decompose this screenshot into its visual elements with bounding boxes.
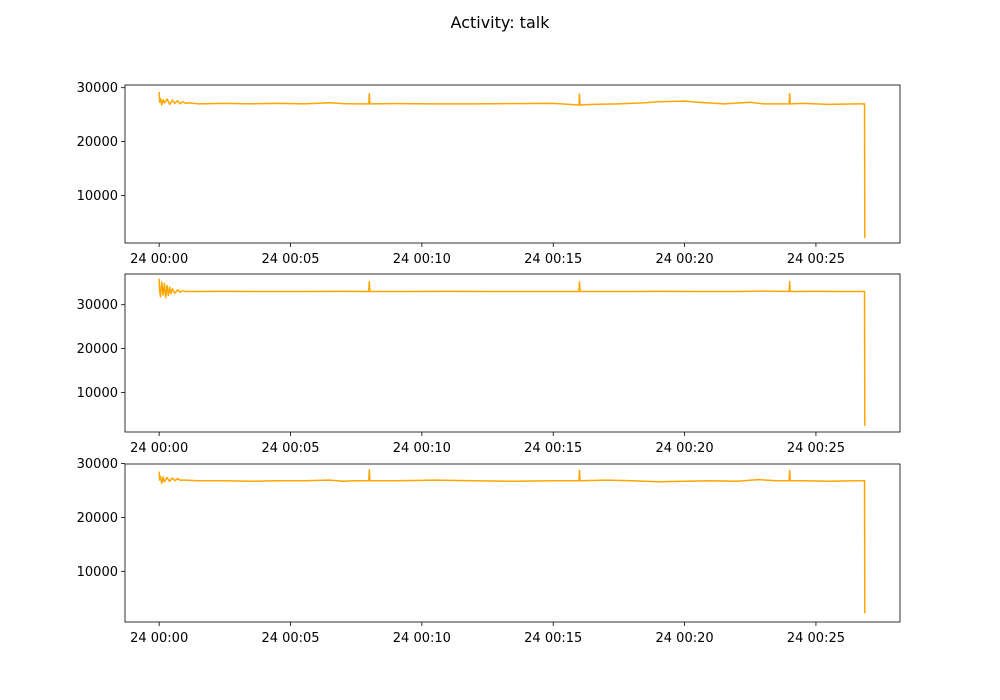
series-line xyxy=(158,469,866,614)
x-tick-label: 24 00:00 xyxy=(130,631,188,646)
subplot-3: 24 00:00 24 00:05 24 00:10 24 00:15 24 00:20… xyxy=(77,457,901,646)
x-tick-label: 24 00:10 xyxy=(393,441,451,456)
x-tick-label: 24 00:05 xyxy=(261,631,319,646)
x-tick-label: 24 00:15 xyxy=(524,441,582,456)
x-tick-label: 24 00:25 xyxy=(787,252,845,267)
figure-title: Activity: talk xyxy=(451,13,551,32)
axes-frame xyxy=(124,463,901,623)
x-tick-label: 24 00:05 xyxy=(261,441,319,456)
series-line xyxy=(158,278,866,426)
x-tick-label: 24 00:15 xyxy=(524,631,582,646)
axes-frame xyxy=(124,84,901,244)
x-tick-label: 24 00:20 xyxy=(656,252,714,267)
y-tick-label: 20000 xyxy=(77,342,118,357)
series-line xyxy=(158,91,866,239)
subplot-1: 24 00:00 24 00:05 24 00:10 24 00:15 24 00:20… xyxy=(77,81,901,267)
axes-frame xyxy=(124,273,901,433)
x-tick-label: 24 00:05 xyxy=(261,252,319,267)
y-tick-label: 30000 xyxy=(77,81,118,96)
subplot-2: 24 00:00 24 00:05 24 00:10 24 00:15 24 00:20… xyxy=(77,273,901,456)
y-tick-label: 10000 xyxy=(77,565,118,580)
x-tick-label: 24 00:25 xyxy=(787,441,845,456)
y-tick-label: 30000 xyxy=(77,457,118,472)
y-tick-label: 10000 xyxy=(77,189,118,204)
x-tick-label: 24 00:15 xyxy=(524,252,582,267)
x-tick-label: 24 00:10 xyxy=(393,252,451,267)
y-tick-label: 30000 xyxy=(77,298,118,313)
x-tick-label: 24 00:25 xyxy=(787,631,845,646)
subplots: 24 00:00 24 00:05 24 00:10 24 00:15 24 00:20… xyxy=(77,81,901,646)
y-tick-label: 20000 xyxy=(77,135,118,150)
y-tick-label: 10000 xyxy=(77,386,118,401)
x-tick-label: 24 00:00 xyxy=(130,441,188,456)
x-tick-label: 24 00:20 xyxy=(656,631,714,646)
x-tick-label: 24 00:00 xyxy=(130,252,188,267)
y-tick-label: 20000 xyxy=(77,511,118,526)
x-tick-label: 24 00:20 xyxy=(656,441,714,456)
x-tick-label: 24 00:10 xyxy=(393,631,451,646)
